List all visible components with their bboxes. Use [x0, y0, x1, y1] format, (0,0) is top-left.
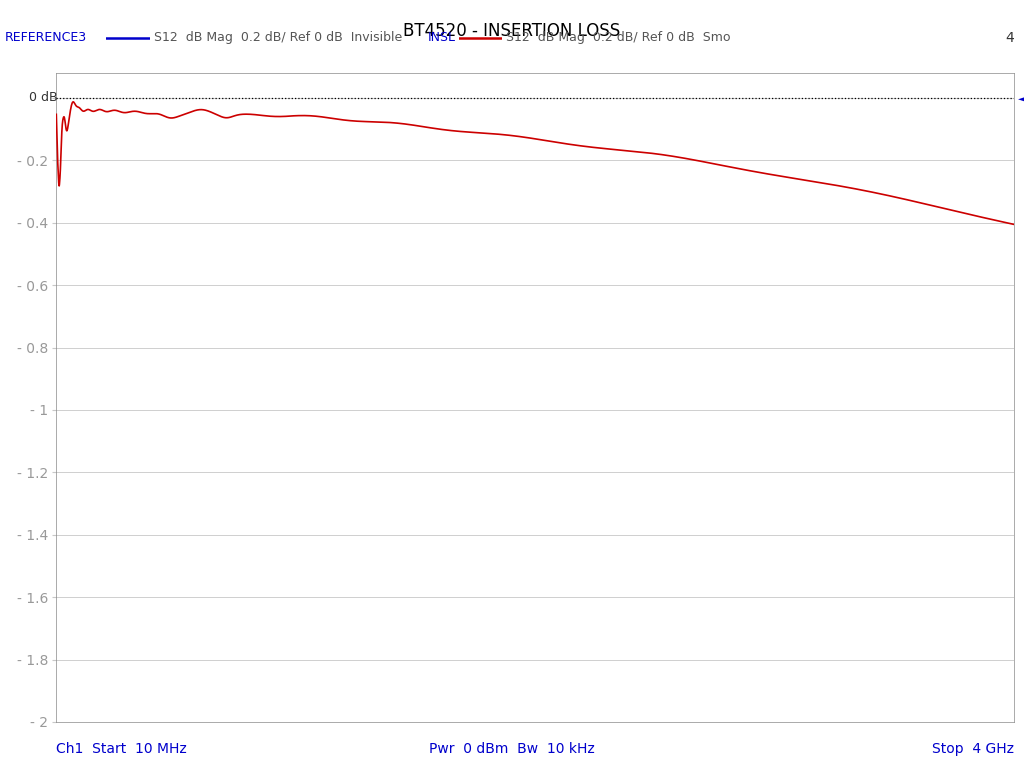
Text: 4: 4 — [1005, 31, 1014, 45]
Text: Pwr  0 dBm  Bw  10 kHz: Pwr 0 dBm Bw 10 kHz — [429, 743, 595, 756]
Text: S12  dB Mag  0.2 dB/ Ref 0 dB  Smo: S12 dB Mag 0.2 dB/ Ref 0 dB Smo — [506, 31, 730, 44]
Text: ◄: ◄ — [1018, 89, 1024, 107]
Text: BT4520 - INSERTION LOSS: BT4520 - INSERTION LOSS — [403, 22, 621, 39]
Text: Stop  4 GHz: Stop 4 GHz — [932, 743, 1014, 756]
Text: INSL: INSL — [428, 31, 456, 44]
Text: REFERENCE3: REFERENCE3 — [5, 31, 87, 44]
Text: 0 dB: 0 dB — [29, 91, 57, 104]
Text: Ch1  Start  10 MHz: Ch1 Start 10 MHz — [56, 743, 187, 756]
Text: S12  dB Mag  0.2 dB/ Ref 0 dB  Invisible: S12 dB Mag 0.2 dB/ Ref 0 dB Invisible — [154, 31, 401, 44]
